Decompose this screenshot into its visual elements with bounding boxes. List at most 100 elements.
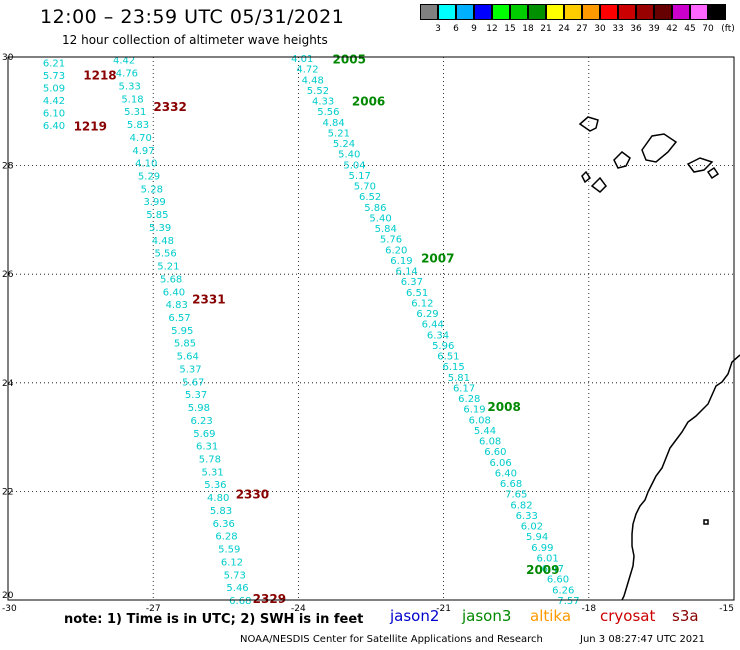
wave-height-value: 6.10	[43, 108, 65, 119]
wave-height-value: 5.68	[160, 274, 182, 285]
wave-height-value: 6.37	[401, 277, 423, 288]
wave-height-value: 5.85	[146, 210, 168, 221]
wave-height-value: 6.44	[422, 320, 444, 331]
wave-height-value: 6.12	[411, 298, 433, 309]
wave-height-value: 6.40	[163, 287, 185, 298]
pass-time-label: 2009	[526, 563, 559, 577]
legend-swatch	[582, 4, 600, 20]
legend-swatch	[618, 4, 636, 20]
pass-time-label: 1218	[83, 68, 116, 82]
longitude-tick-label: -21	[436, 604, 451, 614]
legend-swatch	[438, 4, 456, 20]
pass-time-label: 2008	[487, 400, 520, 414]
generated-timestamp: Jun 3 08:27:47 UTC 2021	[580, 634, 705, 645]
wave-height-value: 5.84	[375, 224, 397, 235]
legend-swatch	[636, 4, 654, 20]
island-7	[581, 170, 592, 184]
legend-label: 12	[486, 24, 498, 34]
wave-height-value: 5.44	[474, 426, 496, 437]
legend-label: 39	[648, 24, 660, 34]
wave-height-value: 5.67	[182, 377, 204, 388]
wave-height-value: 5.36	[204, 480, 226, 491]
wave-height-value: 5.56	[155, 249, 177, 260]
islet-1	[703, 519, 709, 525]
wave-height-value: 5.31	[124, 107, 146, 118]
wave-height-value: 6.82	[510, 500, 532, 511]
wave-height-value: 5.70	[354, 182, 376, 193]
wave-height-value: 5.64	[177, 352, 199, 363]
wave-height-value: 4.97	[132, 146, 154, 157]
legend-swatch	[420, 4, 438, 20]
wave-height-value: 6.19	[390, 256, 412, 267]
wave-height-value: 5.28	[141, 184, 163, 195]
wave-height-value: 5.78	[199, 454, 221, 465]
wave-height-value: 5.85	[174, 339, 196, 350]
longitude-tick-label: -15	[719, 604, 734, 614]
wave-height-value: 4.33	[312, 97, 334, 108]
wave-height-value: 6.57	[168, 313, 190, 324]
wave-height-value: 6.28	[458, 394, 480, 405]
wave-height-value: 6.34	[427, 330, 449, 341]
wave-height-value: 5.40	[369, 213, 391, 224]
wave-height-value: 6.14	[396, 267, 418, 278]
island-6	[706, 166, 720, 180]
wave-height-value: 6.47	[542, 564, 564, 575]
wave-height-value: 6.99	[531, 543, 553, 554]
wave-height-value: 5.21	[157, 262, 179, 273]
legend-label: 9	[471, 24, 477, 34]
wave-height-value: 6.51	[437, 352, 459, 363]
legend-swatch	[492, 4, 510, 20]
wave-height-value: 5.17	[349, 171, 371, 182]
wave-height-value: 5.40	[338, 150, 360, 161]
pass-time-label: 2007	[421, 251, 454, 265]
wave-height-value: 5.33	[119, 81, 141, 92]
wave-height-value: 4.70	[130, 133, 152, 144]
pass-time-label: 2005	[333, 53, 366, 67]
wave-height-value: 5.09	[43, 83, 65, 94]
wave-height-value: 5.76	[380, 235, 402, 246]
wave-height-value: 5.37	[179, 364, 201, 375]
wave-height-value: 6.40	[495, 468, 517, 479]
wave-height-value: 6.31	[196, 442, 218, 453]
wave-height-value: 5.18	[121, 94, 143, 105]
wave-height-value: 5.94	[526, 532, 548, 543]
wave-height-value: 5.56	[317, 107, 339, 118]
legend-swatch	[690, 4, 708, 20]
footer-note: note: 1) Time is in UTC; 2) SWH is in fe…	[64, 612, 364, 627]
pass-time-label: 2329	[253, 592, 286, 606]
wave-height-value: 6.60	[484, 447, 506, 458]
legend-label: 36	[630, 24, 642, 34]
longitude-tick-label: -24	[291, 604, 306, 614]
wave-height-value: 5.31	[202, 467, 224, 478]
legend-label: 30	[594, 24, 606, 34]
wave-height-value: 7.57	[557, 596, 579, 607]
wave-height-value: 5.21	[328, 128, 350, 139]
page-subtitle: 12 hour collection of altimeter wave hei…	[62, 33, 328, 47]
legend-label: 70	[702, 24, 714, 34]
wave-height-value: 5.73	[43, 71, 65, 82]
wave-height-value: 5.96	[432, 341, 454, 352]
mission-s3a: s3a	[672, 607, 699, 625]
wave-height-value: 6.60	[547, 575, 569, 586]
wave-height-value: 6.28	[215, 532, 237, 543]
legend-label: 42	[666, 24, 678, 34]
wave-height-value: 4.83	[166, 300, 188, 311]
wave-height-value: 5.39	[149, 223, 171, 234]
wave-height-value: 6.36	[213, 519, 235, 530]
wave-height-value: 6.51	[406, 288, 428, 299]
wave-height-value: 4.84	[322, 118, 344, 129]
wave-height-value: 6.23	[190, 416, 212, 427]
island-4	[590, 176, 607, 193]
longitude-tick-label: -27	[146, 604, 161, 614]
legend-label: 27	[576, 24, 588, 34]
legend-swatch	[456, 4, 474, 20]
wave-height-value: 6.19	[463, 405, 485, 416]
wave-height-value: 5.52	[307, 86, 329, 97]
wave-height-value: 4.72	[296, 65, 318, 76]
wave-height-value: 6.17	[453, 383, 475, 394]
altimeter-tracks: 6.215.735.094.426.106.40121812194.424.76…	[43, 53, 580, 607]
wave-height-value: 5.29	[138, 171, 160, 182]
wave-height-value: 6.21	[43, 58, 65, 69]
longitude-tick-label: -30	[2, 604, 17, 614]
